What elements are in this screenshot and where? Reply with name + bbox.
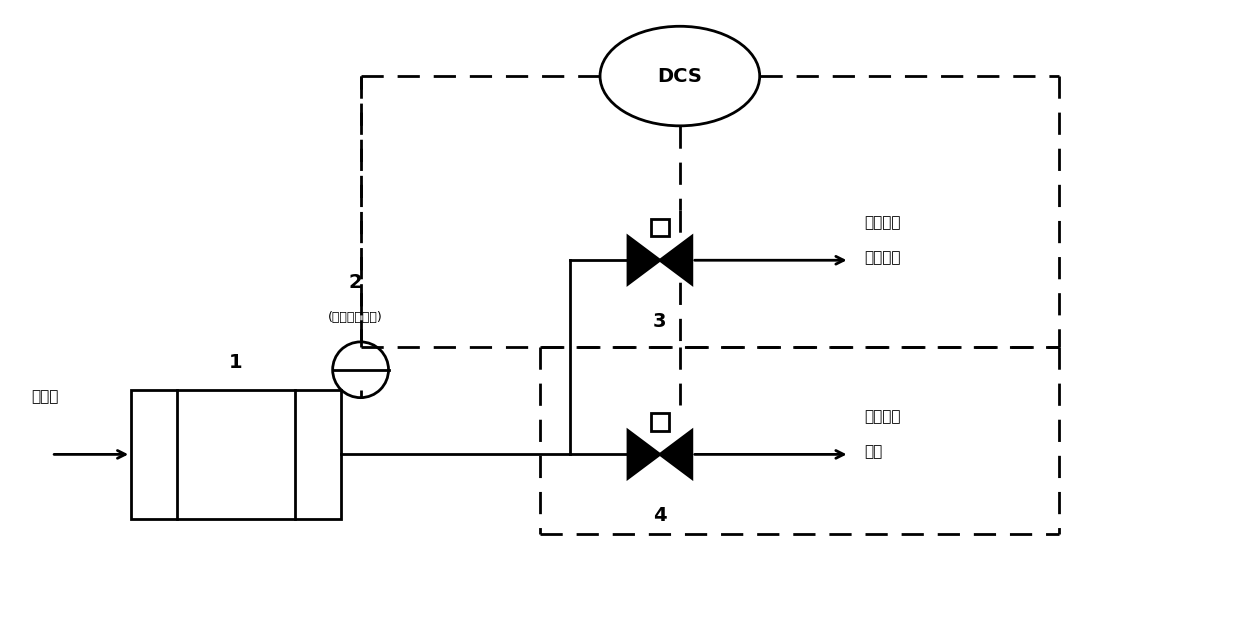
- Bar: [131, 390, 341, 519]
- Text: 急冷水塔: 急冷水塔: [865, 250, 901, 265]
- Polygon shape: [628, 430, 660, 478]
- Text: 炉膛: 炉膛: [865, 444, 882, 460]
- Text: 4: 4: [653, 506, 667, 525]
- Bar: [652, 219, 669, 236]
- Text: DCS: DCS: [658, 67, 703, 86]
- Polygon shape: [628, 236, 660, 284]
- Polygon shape: [660, 430, 691, 478]
- Text: 裂解气去: 裂解气去: [865, 216, 901, 230]
- Bar: [652, 413, 669, 430]
- Text: 热焦气去: 热焦气去: [865, 410, 901, 425]
- Text: 1: 1: [229, 353, 243, 372]
- Text: 裂解气: 裂解气: [31, 390, 58, 404]
- Text: 3: 3: [653, 312, 667, 331]
- Text: (无压力差状态): (无压力差状态): [328, 311, 383, 324]
- Text: 2: 2: [349, 273, 362, 292]
- Polygon shape: [660, 236, 691, 284]
